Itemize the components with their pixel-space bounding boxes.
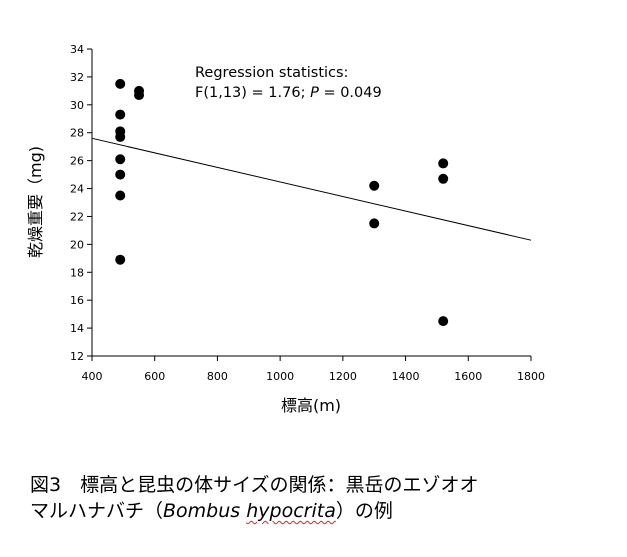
data-point [115, 78, 126, 89]
y-tick-label: 28 [70, 127, 84, 140]
x-tick-label: 1200 [329, 370, 357, 383]
y-tick-label: 24 [70, 183, 84, 196]
data-point [438, 158, 449, 169]
data-points [115, 78, 449, 327]
y-tick-label: 20 [70, 238, 84, 251]
data-point [438, 316, 449, 327]
y-tick-label: 14 [70, 322, 84, 335]
data-point [115, 109, 126, 120]
x-tick-label: 600 [144, 370, 165, 383]
data-point [115, 254, 126, 265]
caption-line1: 図3 標高と昆虫の体サイズの関係：黒岳のエゾオオ [30, 474, 479, 496]
data-point [115, 131, 126, 142]
annotation-p-symbol: P [310, 85, 319, 101]
regression-line [91, 137, 532, 241]
caption-genus: Bombus [163, 500, 241, 522]
y-tick-label: 32 [70, 71, 84, 84]
x-tick-label: 800 [207, 370, 228, 383]
data-point [134, 90, 145, 101]
x-axis-label: 標高(m) [281, 396, 341, 415]
figure-caption: 図3 標高と昆虫の体サイズの関係：黒岳のエゾオオ マルハナバチ（Bombus h… [30, 472, 600, 524]
x-tick-label: 400 [82, 370, 103, 383]
x-tick-label: 1800 [517, 370, 545, 383]
y-tick-label: 22 [70, 210, 84, 223]
caption-line2: マルハナバチ（Bombus hypocrita）の例 [30, 498, 600, 524]
x-tick-label: 1400 [392, 370, 420, 383]
x-tick-label: 1600 [454, 370, 482, 383]
y-tick-label: 16 [70, 294, 84, 307]
annotation-line1: Regression statistics: [195, 65, 348, 81]
ticks: 12 14 16 18 20 22 24 26 28 30 32 34 400 600 800 1000 120… [70, 43, 545, 383]
caption-line2-suffix: ）の例 [335, 500, 393, 522]
y-tick-label: 30 [70, 99, 84, 112]
caption-species: hypocrita [246, 500, 336, 522]
y-tick-label: 34 [70, 43, 84, 56]
data-point [438, 173, 449, 184]
y-tick-label: 26 [70, 155, 84, 168]
data-point [369, 180, 380, 191]
data-point [115, 190, 126, 201]
x-tick-label: 1000 [266, 370, 294, 383]
data-point [115, 154, 126, 165]
annotation-f-stat: F(1,13) = 1.76; [195, 85, 310, 101]
annotation-line2: F(1,13) = 1.76; P = 0.049 [195, 85, 382, 101]
y-tick-label: 18 [70, 266, 84, 279]
y-tick-label: 12 [70, 350, 84, 363]
axes [91, 49, 531, 357]
caption-line2-prefix: マルハナバチ（ [30, 500, 164, 522]
data-point [369, 218, 380, 229]
y-axis-label: 乾燥重要（mg) [26, 146, 45, 258]
data-point [115, 169, 126, 180]
annotation-p-value: = 0.049 [319, 85, 382, 101]
